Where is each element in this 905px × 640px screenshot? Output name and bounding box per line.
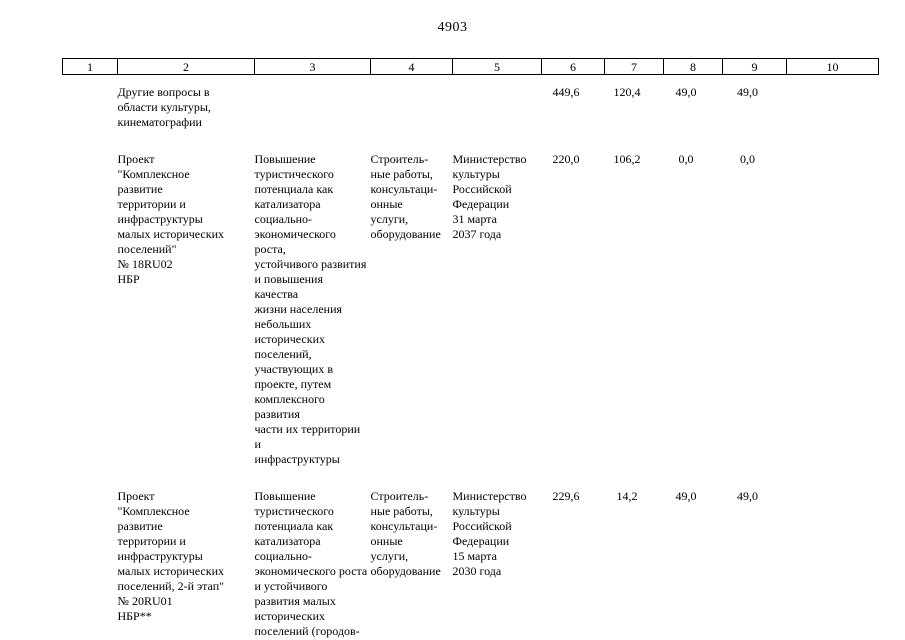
cell-col1 <box>63 75 118 131</box>
cell-amount-4: 49,0 <box>737 489 758 503</box>
cell-objective: Повышение туристического потенциала как … <box>254 489 368 640</box>
cell-project-name: Проект "Комплексное развитие территории … <box>117 489 225 623</box>
cell-amount-2: 14,2 <box>616 489 638 503</box>
cell-col10 <box>787 467 879 640</box>
cell-col10 <box>787 130 879 467</box>
cell-ministry: Министерство культуры Российской Федерац… <box>452 152 527 241</box>
data-table: 1 2 3 4 5 6 7 8 9 10 Другие вопросы в об… <box>62 58 879 640</box>
cell-amount-4: 0,0 <box>740 152 755 166</box>
cell-section-title: Другие вопросы в области культуры, кинем… <box>117 85 211 129</box>
cell-amount-1: 220,0 <box>552 152 580 166</box>
cell-amount-3: 49,0 <box>675 489 697 503</box>
header-cell-8: 8 <box>663 58 723 75</box>
header-cell-4: 4 <box>370 58 453 75</box>
cell-objective <box>255 75 371 131</box>
table-row: Проект "Комплексное развитие территории … <box>63 467 879 640</box>
header-cell-3: 3 <box>254 58 371 75</box>
cell-amount-1: 449,6 <box>552 85 580 99</box>
cell-work-types: Строитель- ные работы, консультаци- онны… <box>370 152 441 241</box>
cell-amount-2: 120,4 <box>613 85 641 99</box>
cell-col1 <box>63 130 118 467</box>
header-cell-6: 6 <box>541 58 605 75</box>
cell-work-types: Строитель- ные работы, консультаци- онны… <box>370 489 441 578</box>
table-row: Другие вопросы в области культуры, кинем… <box>63 75 879 131</box>
header-cell-5: 5 <box>452 58 542 75</box>
page-number: 4903 <box>437 20 468 35</box>
cell-amount-2: 106,2 <box>613 152 641 166</box>
header-cell-10: 10 <box>786 58 879 75</box>
table-body: Другие вопросы в области культуры, кинем… <box>63 75 879 640</box>
cell-col1 <box>63 467 118 640</box>
cell-amount-3: 49,0 <box>675 85 697 99</box>
cell-ministry: Министерство культуры Российской Федерац… <box>452 489 527 578</box>
header-cell-7: 7 <box>604 58 664 75</box>
table-row: Проект "Комплексное развитие территории … <box>63 130 879 467</box>
cell-col10 <box>787 75 879 131</box>
cell-work-types <box>371 75 453 131</box>
cell-objective: Повышение туристического потенциала как … <box>254 152 367 466</box>
cell-project-name: Проект "Комплексное развитие территории … <box>117 152 225 286</box>
cell-amount-3: 0,0 <box>678 152 694 166</box>
cell-amount-4: 49,0 <box>737 85 758 99</box>
cell-amount-1: 229,6 <box>552 489 580 503</box>
cell-ministry <box>453 75 542 131</box>
header-cell-1: 1 <box>62 58 118 75</box>
table-header: 1 2 3 4 5 6 7 8 9 10 <box>62 58 879 75</box>
table-header-row: 1 2 3 4 5 6 7 8 9 10 <box>62 58 879 75</box>
header-cell-9: 9 <box>722 58 787 75</box>
header-cell-2: 2 <box>117 58 255 75</box>
